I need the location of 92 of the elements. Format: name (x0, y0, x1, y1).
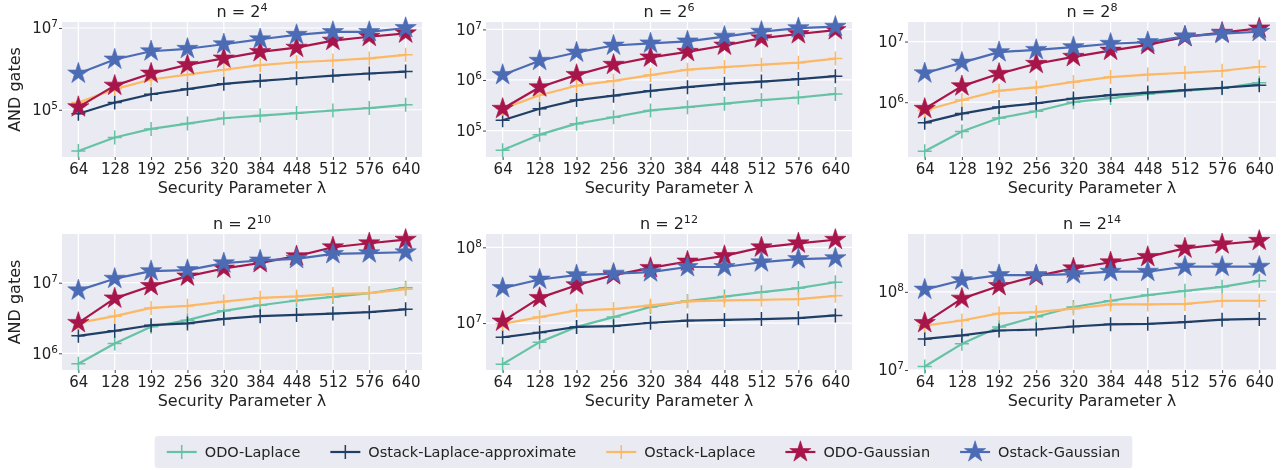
x-tick-label: 448 (1133, 372, 1163, 391)
x-tick-label: 64 (69, 159, 89, 178)
x-tick-label: 576 (784, 372, 814, 391)
x-tick-label: 640 (821, 159, 851, 178)
x-tick-label: 640 (391, 372, 421, 391)
x-tick-label: 640 (1245, 372, 1275, 391)
x-tick-label: 640 (1245, 159, 1275, 178)
x-tick-label: 64 (493, 159, 513, 178)
x-tick-label: 640 (391, 159, 421, 178)
y-tick-label: 10$^{6}$ (32, 342, 59, 363)
x-tick-label: 64 (915, 159, 935, 178)
y-tick-label: 10$^{7}$ (32, 17, 58, 38)
x-tick-label: 512 (747, 372, 777, 391)
x-tick-label: 192 (562, 372, 592, 391)
x-tick-label: 512 (319, 159, 348, 178)
x-tick-label: 384 (673, 159, 703, 178)
y-axis-title: AND gates (5, 47, 24, 132)
x-tick-label: 448 (282, 372, 312, 391)
chart-title: n = 2$^{10}$ (212, 212, 272, 233)
x-tick-label: 576 (1208, 159, 1237, 178)
y-axis-title: AND gates (5, 259, 24, 345)
x-tick-label: 320 (636, 372, 666, 391)
x-tick-label: 448 (1133, 159, 1163, 178)
chart-title: n = 2$^{14}$ (1062, 212, 1122, 233)
x-tick-label: 512 (1171, 372, 1200, 391)
x-tick-label: 192 (985, 159, 1014, 178)
x-tick-label: 64 (69, 372, 89, 391)
x-tick-label: 448 (710, 372, 740, 391)
y-tick-label: 10$^{5}$ (456, 119, 482, 140)
legend-label: ODO-Gaussian (823, 444, 931, 460)
chart-title: n = 2$^{6}$ (643, 0, 695, 21)
x-tick-label: 256 (173, 372, 203, 391)
legend-label: ODO-Laplace (204, 444, 301, 460)
x-tick-label: 128 (948, 159, 977, 178)
y-tick-label: 10$^{7}$ (32, 272, 58, 293)
y-tick-label: 10$^{7}$ (456, 312, 482, 333)
y-tick-label: 10$^{6}$ (878, 91, 905, 112)
x-tick-label: 576 (355, 159, 385, 178)
legend-label: Ostack-Laplace-approximate (368, 444, 577, 460)
x-tick-label: 320 (210, 372, 239, 391)
x-tick-label: 256 (599, 159, 629, 178)
x-tick-label: 256 (599, 372, 629, 391)
x-tick-label: 448 (282, 159, 312, 178)
x-tick-label: 448 (710, 159, 740, 178)
chart-title: n = 2$^{12}$ (639, 212, 699, 233)
x-tick-label: 64 (915, 372, 935, 391)
x-tick-label: 128 (948, 372, 977, 391)
x-tick-label: 192 (137, 159, 166, 178)
y-tick-label: 10$^{7}$ (456, 18, 482, 39)
x-tick-label: 320 (1059, 159, 1089, 178)
x-tick-label: 576 (355, 372, 385, 391)
x-tick-label: 320 (1059, 372, 1089, 391)
y-tick-label: 10$^{8}$ (456, 236, 482, 257)
x-axis-title: Security Parameter λ (584, 391, 754, 410)
chart-title: n = 2$^{8}$ (1066, 0, 1118, 21)
x-axis-title: Security Parameter λ (1007, 391, 1177, 410)
x-tick-label: 384 (246, 159, 275, 178)
y-tick-label: 10$^{7}$ (878, 30, 904, 51)
x-tick-label: 512 (1171, 159, 1200, 178)
chart-title: n = 2$^{4}$ (216, 0, 268, 21)
x-tick-label: 128 (525, 372, 555, 391)
x-tick-label: 256 (1022, 159, 1052, 178)
x-tick-label: 384 (1096, 372, 1126, 391)
x-tick-label: 320 (210, 159, 239, 178)
x-tick-label: 512 (747, 159, 777, 178)
x-tick-label: 576 (784, 159, 814, 178)
x-axis-title: Security Parameter λ (157, 178, 327, 197)
x-tick-label: 256 (173, 159, 203, 178)
x-tick-label: 640 (821, 372, 851, 391)
x-axis-title: Security Parameter λ (1007, 178, 1177, 197)
x-tick-label: 192 (137, 372, 166, 391)
x-axis-title: Security Parameter λ (584, 178, 754, 197)
x-tick-label: 384 (246, 372, 275, 391)
y-tick-label: 10$^{8}$ (878, 281, 904, 302)
legend-label: Ostack-Laplace (644, 444, 756, 460)
x-tick-label: 128 (100, 372, 130, 391)
x-tick-label: 384 (673, 372, 703, 391)
x-tick-label: 256 (1022, 372, 1052, 391)
y-tick-label: 10$^{5}$ (32, 99, 58, 120)
x-tick-label: 576 (1208, 372, 1237, 391)
x-tick-label: 384 (1096, 159, 1126, 178)
y-tick-label: 10$^{6}$ (456, 69, 483, 90)
y-tick-label: 10$^{7}$ (878, 359, 904, 380)
x-tick-label: 320 (636, 159, 666, 178)
legend-label: Ostack-Gaussian (998, 444, 1121, 460)
x-tick-label: 64 (493, 372, 513, 391)
x-tick-label: 192 (985, 372, 1014, 391)
x-axis-title: Security Parameter λ (157, 391, 327, 410)
x-tick-label: 128 (525, 159, 555, 178)
x-tick-label: 192 (562, 159, 592, 178)
x-tick-label: 128 (100, 159, 130, 178)
x-tick-label: 512 (319, 372, 348, 391)
